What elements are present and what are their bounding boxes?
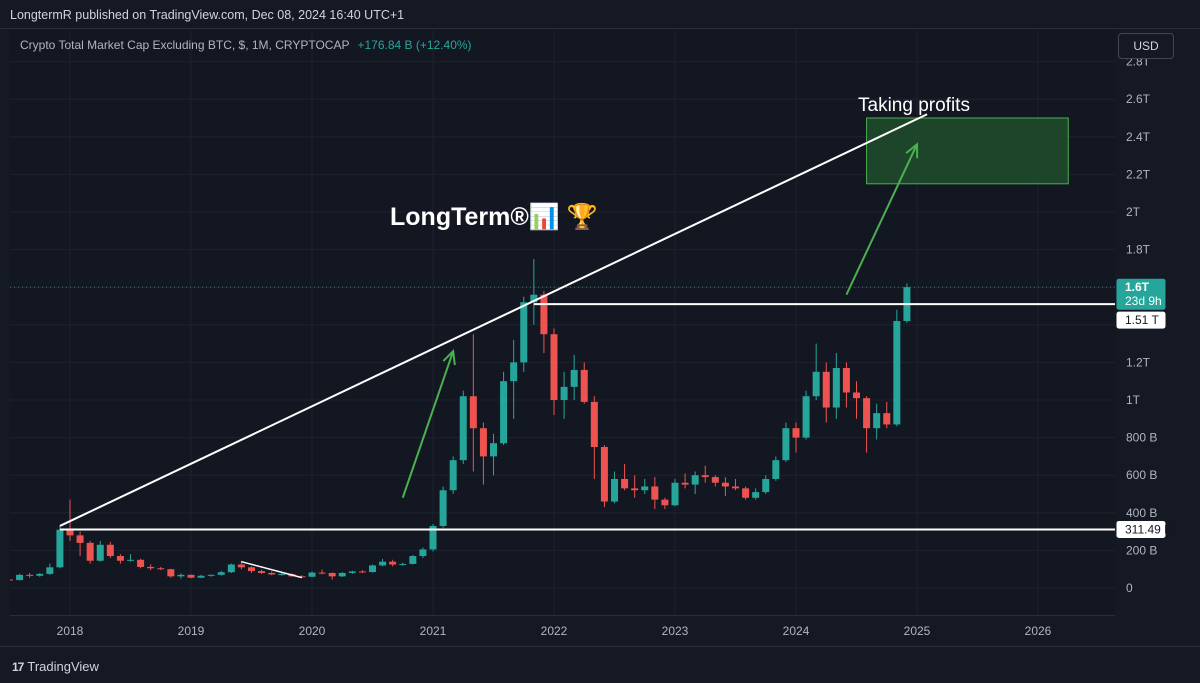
symbol-name: Crypto Total Market Cap Excluding BTC, $… bbox=[20, 38, 350, 52]
symbol-legend: Crypto Total Market Cap Excluding BTC, $… bbox=[20, 38, 472, 52]
publisher-info: LongtermR published on TradingView.com, … bbox=[10, 8, 405, 22]
price-change: +176.84 B (+12.40%) bbox=[357, 38, 472, 52]
chart-area[interactable] bbox=[10, 30, 1115, 643]
currency-button[interactable]: USD bbox=[1118, 33, 1174, 59]
time-axis[interactable] bbox=[10, 615, 1115, 644]
footer: 17 TradingView bbox=[0, 646, 1200, 683]
top-bar: LongtermR published on TradingView.com, … bbox=[0, 0, 1200, 29]
price-axis[interactable] bbox=[1115, 30, 1200, 643]
tradingview-logo-icon: 17 bbox=[12, 659, 24, 674]
tradingview-brand: TradingView bbox=[27, 659, 99, 674]
candle-up bbox=[0, 580, 3, 581]
tradingview-logo[interactable]: 17 TradingView bbox=[12, 659, 99, 674]
